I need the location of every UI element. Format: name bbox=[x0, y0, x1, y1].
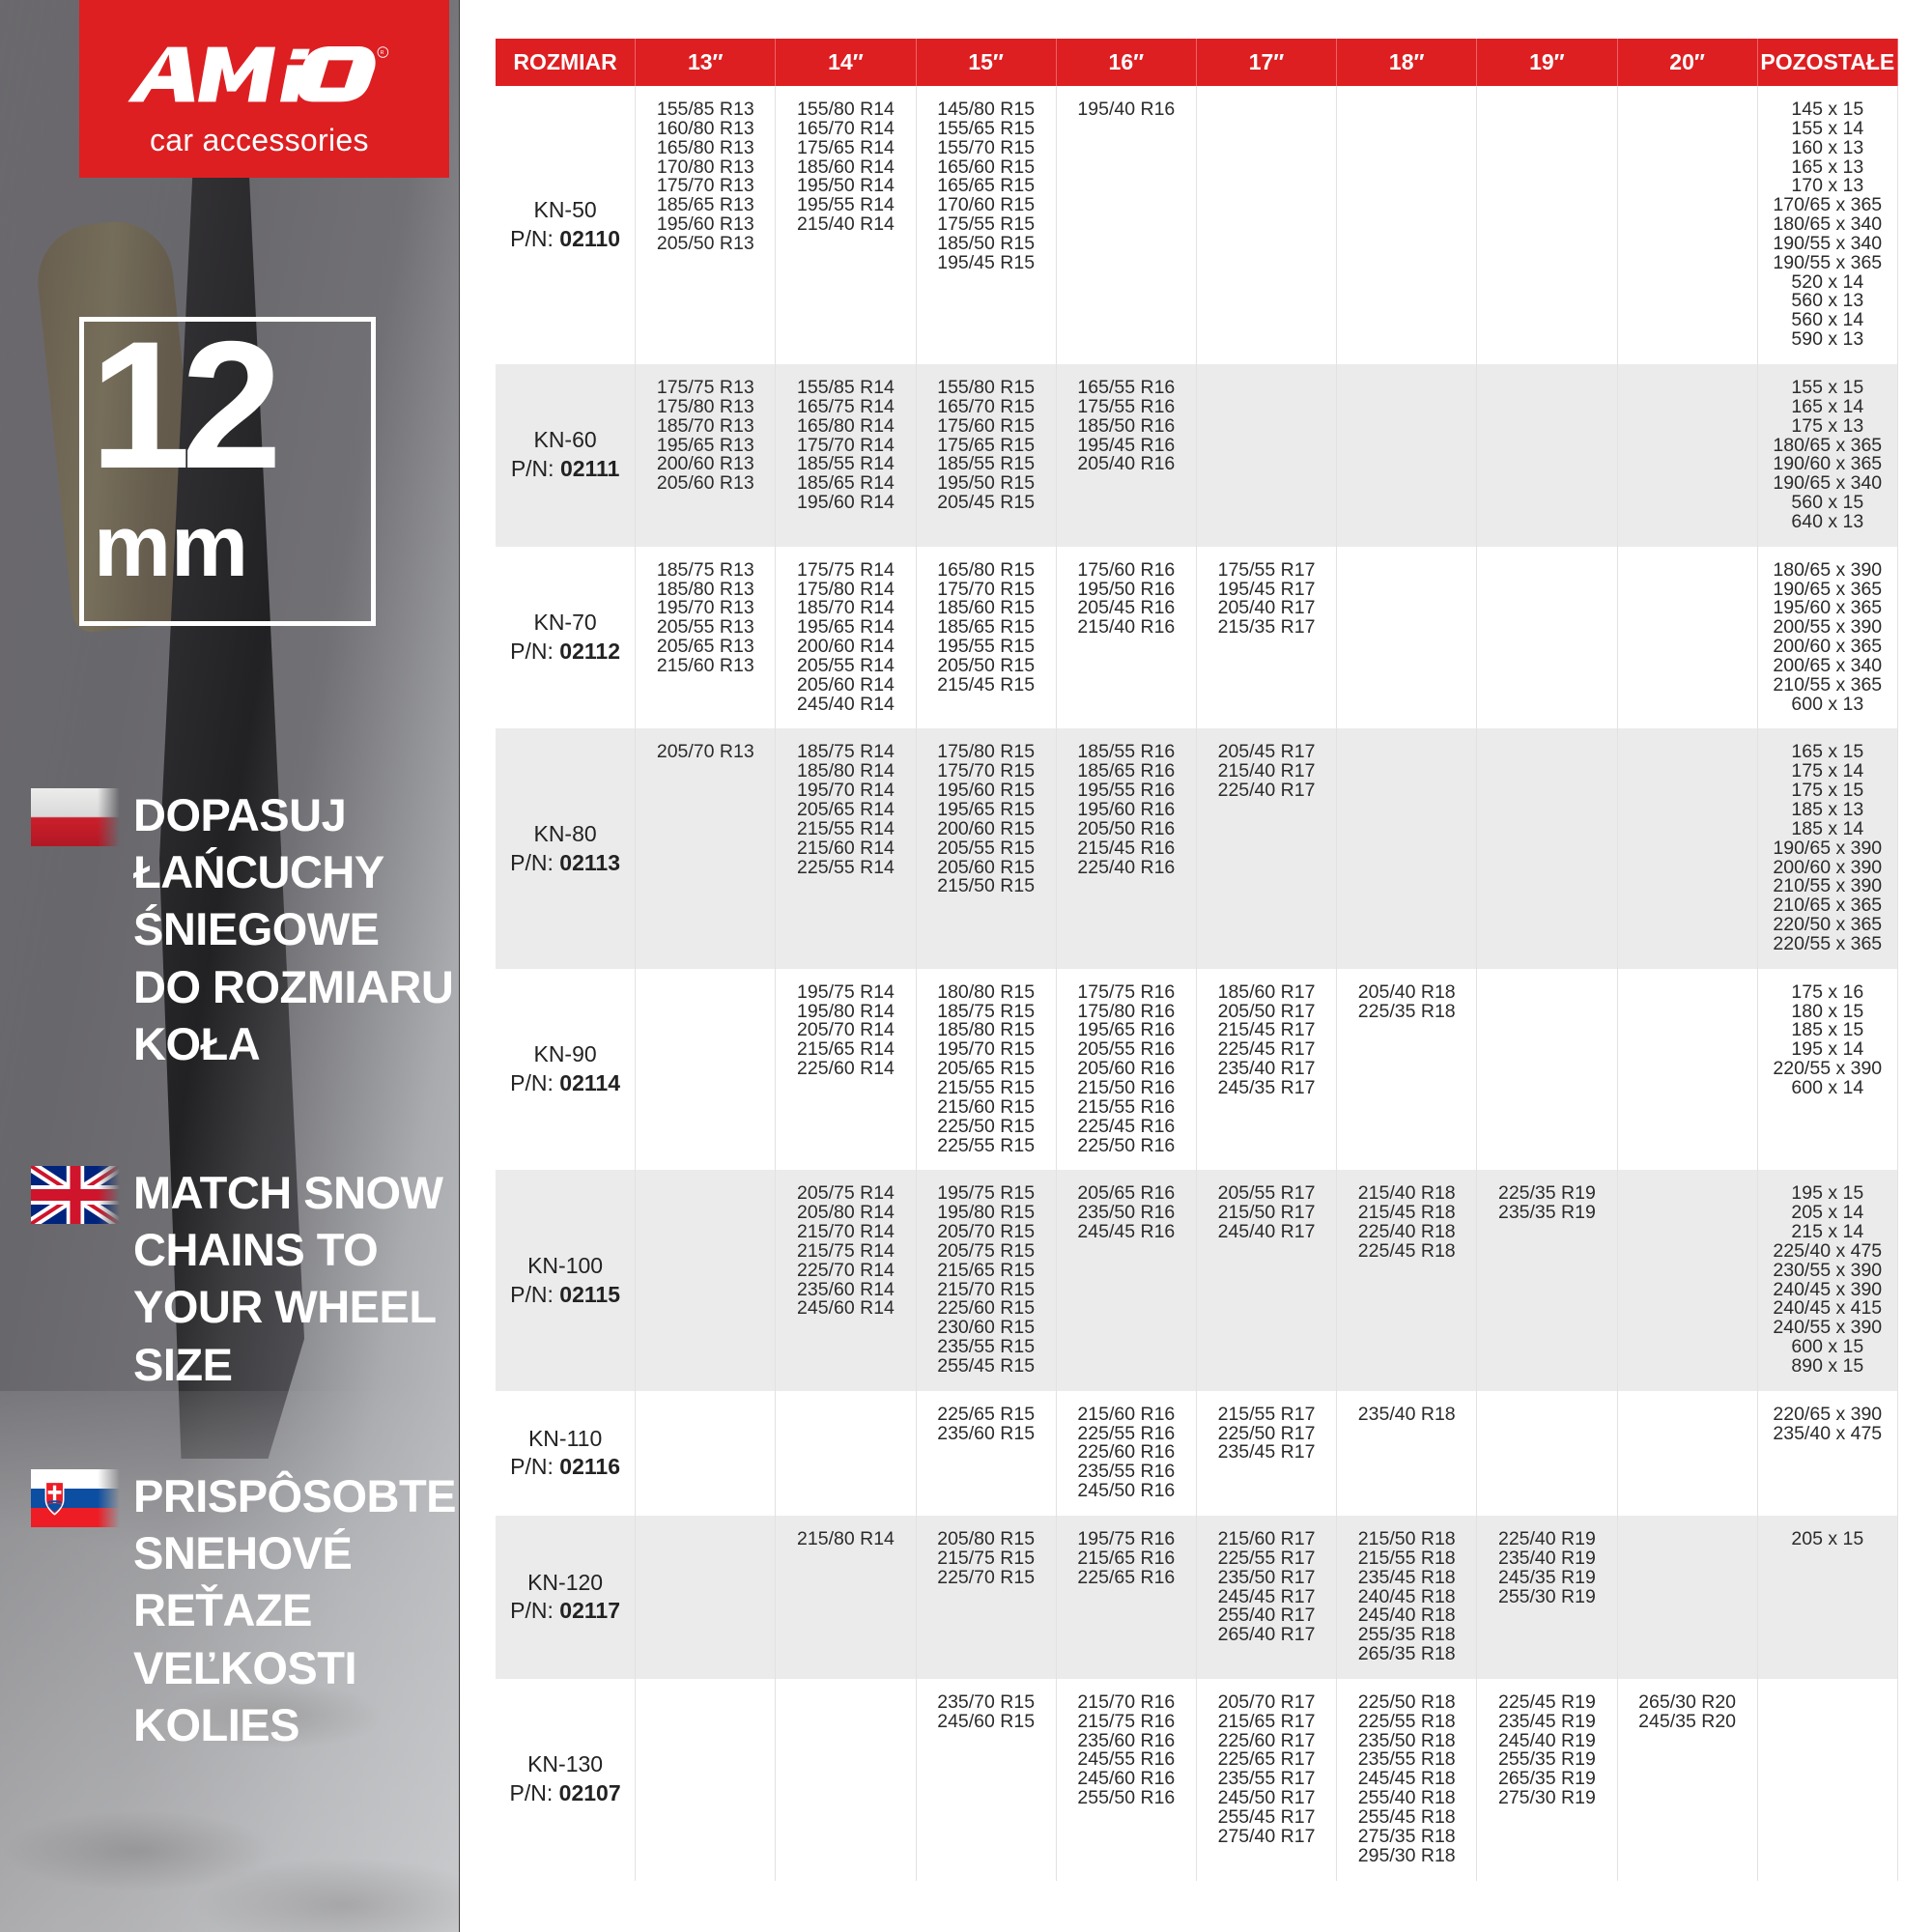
svg-text:R: R bbox=[381, 50, 384, 56]
